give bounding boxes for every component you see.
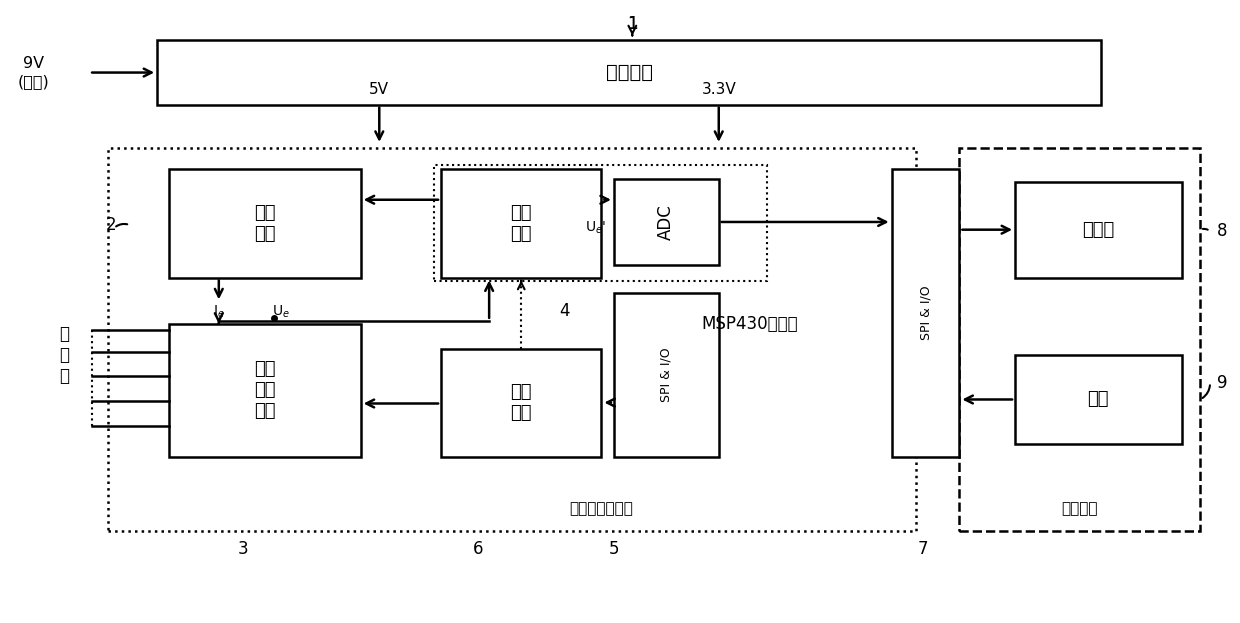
Text: 1: 1 (627, 16, 637, 34)
Text: 电源管理: 电源管理 (606, 63, 652, 82)
Bar (170, 169, 361, 277)
Text: SPI & I/O: SPI & I/O (919, 286, 932, 340)
Text: 恒流
激励: 恒流 激励 (254, 204, 275, 243)
Bar (441, 348, 601, 457)
Text: 人机接口: 人机接口 (1061, 502, 1097, 516)
Text: 3.3V: 3.3V (702, 82, 737, 97)
Text: U$_e$': U$_e$' (585, 220, 606, 236)
Text: 8: 8 (1218, 222, 1228, 240)
Text: 7: 7 (918, 540, 928, 558)
Text: 信号
调理: 信号 调理 (511, 204, 532, 243)
Bar (108, 148, 916, 531)
Text: 2: 2 (107, 216, 117, 234)
Text: 传
感
器: 传 感 器 (60, 325, 69, 384)
Text: MSP430单片机: MSP430单片机 (702, 315, 797, 333)
Text: ADC: ADC (657, 204, 676, 240)
Text: 6: 6 (472, 540, 484, 558)
Bar (960, 148, 1200, 531)
Text: 5: 5 (609, 540, 619, 558)
Bar (892, 169, 960, 457)
Text: 矩阵
开关
扫描: 矩阵 开关 扫描 (254, 361, 275, 420)
Bar (614, 293, 719, 457)
Text: SPI & I/O: SPI & I/O (660, 348, 673, 402)
Text: 逻辑
控制: 逻辑 控制 (511, 383, 532, 422)
Bar (434, 164, 766, 281)
Bar (1016, 182, 1182, 277)
Text: U$_e$: U$_e$ (272, 303, 289, 320)
Bar (1016, 354, 1182, 444)
Bar (157, 40, 1101, 105)
Text: 5V: 5V (370, 82, 389, 97)
Text: 信号处理与控制: 信号处理与控制 (569, 502, 634, 516)
Text: 液晶屏: 液晶屏 (1083, 221, 1115, 239)
Text: 9V
(电池): 9V (电池) (17, 56, 50, 88)
Text: I$_e$: I$_e$ (213, 303, 224, 320)
Text: 按键: 按键 (1087, 391, 1109, 409)
Bar (170, 324, 361, 457)
Bar (614, 179, 719, 265)
Text: 3: 3 (238, 540, 249, 558)
Text: 9: 9 (1218, 374, 1228, 391)
Text: 1: 1 (627, 16, 637, 34)
Text: 4: 4 (559, 303, 569, 320)
Bar (441, 169, 601, 277)
